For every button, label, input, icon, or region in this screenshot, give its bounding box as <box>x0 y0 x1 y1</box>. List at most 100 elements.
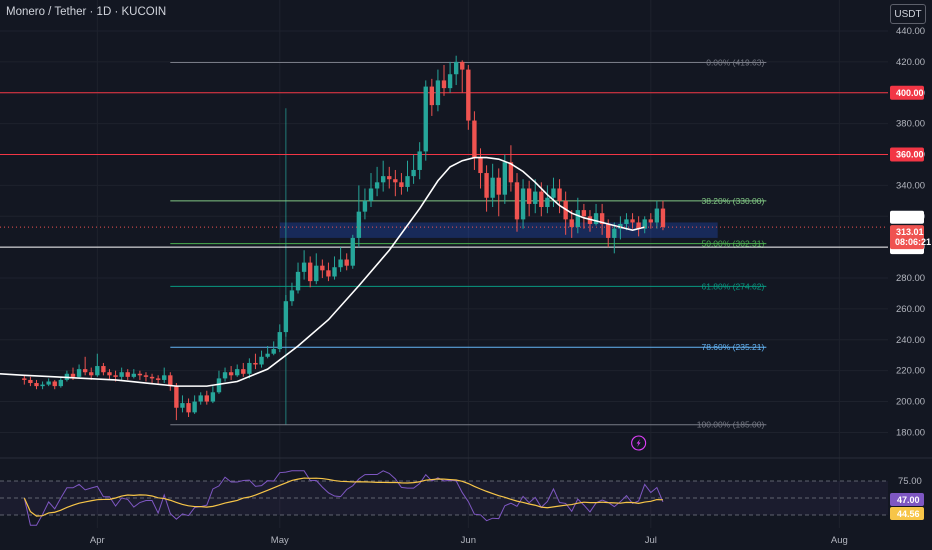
candle-body[interactable] <box>320 265 325 271</box>
resistance-tag[interactable] <box>890 147 924 162</box>
sma-value-tag[interactable] <box>890 210 924 224</box>
candle-body[interactable] <box>70 373 76 377</box>
candle-body[interactable] <box>599 213 605 224</box>
candle-body[interactable] <box>259 356 264 365</box>
candle-body[interactable] <box>204 395 209 402</box>
candle-body[interactable] <box>356 211 362 238</box>
lightning-icon[interactable] <box>631 435 647 451</box>
candle-body[interactable] <box>624 219 629 224</box>
candle-body[interactable] <box>332 267 337 277</box>
candle-body[interactable] <box>593 213 599 224</box>
candle-body[interactable] <box>612 228 617 238</box>
candle-body[interactable] <box>52 381 57 387</box>
candle-body[interactable] <box>82 369 88 373</box>
candle-body[interactable] <box>265 353 270 357</box>
candle-body[interactable] <box>119 372 124 377</box>
candle-body[interactable] <box>539 191 544 208</box>
candle-body[interactable] <box>466 69 471 121</box>
candle-body[interactable] <box>654 208 660 223</box>
candle-body[interactable] <box>247 362 252 374</box>
candle-body[interactable] <box>423 86 428 152</box>
candle-body[interactable] <box>362 200 368 212</box>
candle-body[interactable] <box>168 375 173 387</box>
candle-body[interactable] <box>387 176 392 180</box>
candle-body[interactable] <box>453 61 459 75</box>
candle-body[interactable] <box>514 182 520 220</box>
candle-body[interactable] <box>490 177 495 198</box>
candle-body[interactable] <box>441 80 447 89</box>
candle-body[interactable] <box>374 182 380 189</box>
currency-badge[interactable]: USDT <box>890 4 926 24</box>
candle-body[interactable] <box>411 169 416 177</box>
candle-body[interactable] <box>46 381 51 385</box>
candle-body[interactable] <box>338 259 343 268</box>
candle-body[interactable] <box>636 222 641 229</box>
candle-body[interactable] <box>295 271 301 291</box>
rsi-value-tag[interactable] <box>890 493 924 507</box>
candle-body[interactable] <box>155 378 161 380</box>
candle-body[interactable] <box>344 259 349 266</box>
candle-body[interactable] <box>192 401 197 413</box>
candle-body[interactable] <box>101 366 106 373</box>
candle-body[interactable] <box>40 384 45 387</box>
candle-body[interactable] <box>533 191 538 204</box>
candle-body[interactable] <box>472 120 477 158</box>
candle-body[interactable] <box>174 386 179 408</box>
candle-body[interactable] <box>137 373 143 376</box>
rsi-line[interactable] <box>23 470 664 526</box>
candle-body[interactable] <box>642 219 647 229</box>
candle-body[interactable] <box>380 176 386 183</box>
candle-body[interactable] <box>417 151 422 170</box>
candle-body[interactable] <box>326 270 331 277</box>
candle-body[interactable] <box>508 162 514 183</box>
candle-body[interactable] <box>216 378 222 393</box>
candle-body[interactable] <box>581 210 587 217</box>
rsi-ma-value-tag[interactable] <box>890 507 924 521</box>
candle-body[interactable] <box>569 219 574 228</box>
candle-body[interactable] <box>107 372 112 376</box>
candle-body[interactable] <box>429 86 435 106</box>
rsi-ma-line[interactable] <box>23 477 663 517</box>
symbol-title[interactable]: Monero / Tether · 1D · KUCOIN <box>6 6 167 18</box>
sma-line[interactable] <box>0 156 645 387</box>
candle-body[interactable] <box>125 372 130 377</box>
candle-body[interactable] <box>277 332 282 350</box>
candle-body[interactable] <box>131 373 136 377</box>
candle-body[interactable] <box>235 369 240 376</box>
candle-body[interactable] <box>606 224 611 238</box>
candle-body[interactable] <box>314 265 319 282</box>
candle-body[interactable] <box>478 157 483 174</box>
candle-body[interactable] <box>435 80 441 106</box>
candle-body[interactable] <box>95 366 100 376</box>
candle-body[interactable] <box>22 378 27 380</box>
last-price-tag[interactable] <box>890 225 924 250</box>
candle-body[interactable] <box>301 262 307 272</box>
candle-body[interactable] <box>28 379 33 384</box>
candle-body[interactable] <box>289 290 295 302</box>
candle-body[interactable] <box>222 372 228 379</box>
candle-body[interactable] <box>241 369 246 374</box>
candle-body[interactable] <box>271 349 276 354</box>
candle-body[interactable] <box>502 162 508 195</box>
candle-body[interactable] <box>210 392 216 402</box>
candle-body[interactable] <box>368 188 374 201</box>
candle-body[interactable] <box>557 188 562 201</box>
resistance-tag[interactable] <box>890 85 924 100</box>
candle-body[interactable] <box>630 219 635 223</box>
candle-body[interactable] <box>460 61 465 70</box>
candle-body[interactable] <box>228 372 234 376</box>
candle-body[interactable] <box>660 208 666 228</box>
candle-body[interactable] <box>496 177 501 195</box>
candle-body[interactable] <box>648 219 653 223</box>
candle-body[interactable] <box>162 375 167 380</box>
candle-body[interactable] <box>149 376 155 379</box>
candle-body[interactable] <box>447 74 453 89</box>
candle-body[interactable] <box>58 379 64 387</box>
candle-body[interactable] <box>253 362 258 365</box>
candle-body[interactable] <box>393 179 398 183</box>
candle-body[interactable] <box>89 372 94 376</box>
candle-body[interactable] <box>551 188 556 198</box>
candle-body[interactable] <box>545 197 550 208</box>
candle-body[interactable] <box>34 383 39 387</box>
